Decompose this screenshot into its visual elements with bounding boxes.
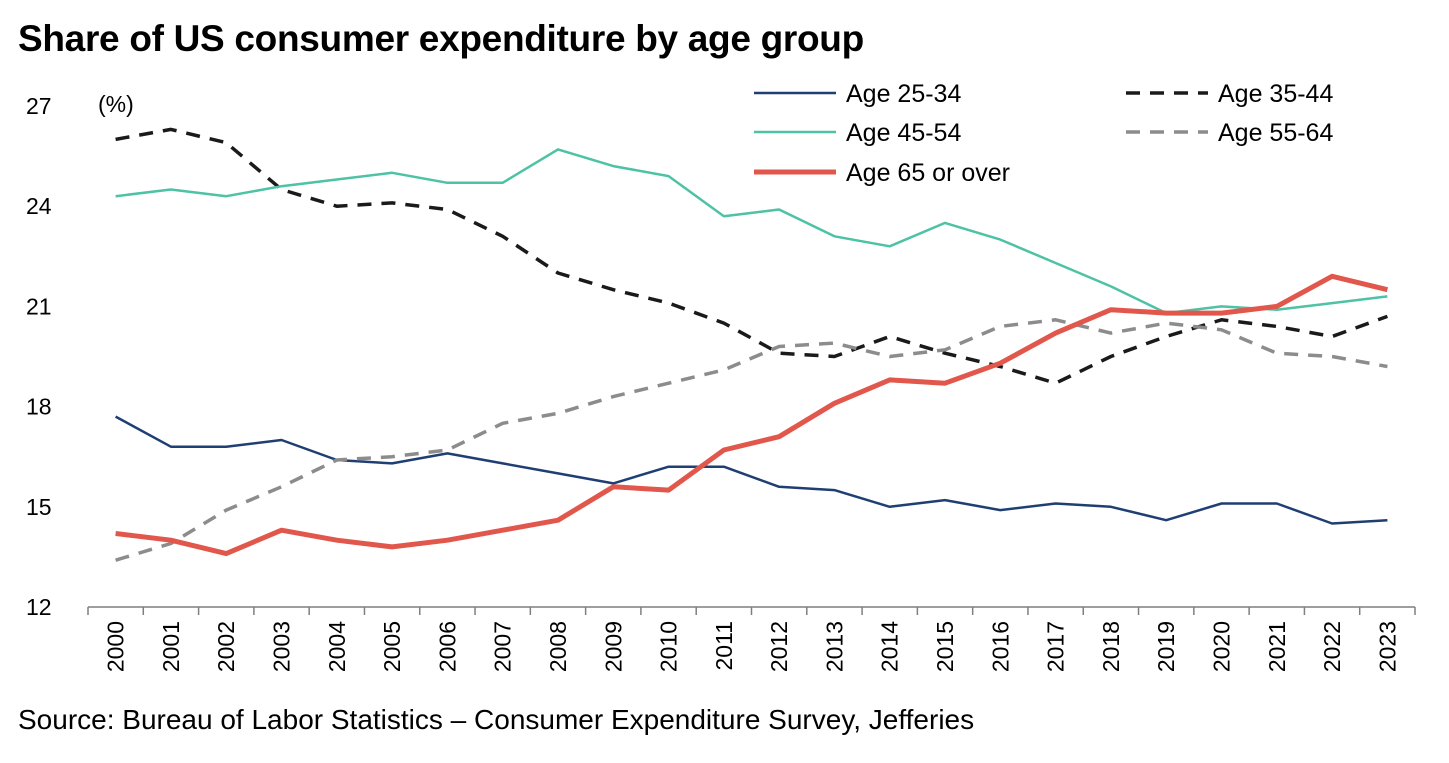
y-axis: 12 15 18 21 24 27 [26, 93, 52, 620]
series-layer [115, 127, 1388, 562]
x-tick-label: 2003 [269, 621, 295, 672]
x-tick-label: 2019 [1153, 621, 1179, 672]
chart-title: Share of US consumer expenditure by age … [18, 18, 864, 59]
series-line [115, 318, 1388, 562]
x-tick-label: 2007 [490, 621, 516, 672]
x-tick-label: 2022 [1319, 621, 1345, 672]
series-line [115, 127, 1388, 385]
unit-label: (%) [98, 91, 134, 117]
series-line [115, 148, 1388, 315]
x-tick-label: 2011 [711, 621, 737, 670]
x-tick-label: 2004 [324, 621, 350, 672]
x-tick-label: 2009 [600, 621, 626, 672]
x-tick-label: 2005 [379, 621, 405, 672]
legend-label: Age 45-54 [846, 119, 961, 147]
x-tick-label: 2000 [103, 621, 129, 672]
x-axis: 2000 2001 2002 2003 2004 2005 2006 2007 2008 2009… [87, 606, 1416, 672]
x-tick-label: 2015 [932, 621, 958, 672]
x-tick-label: 2021 [1264, 621, 1290, 672]
x-tick-label: 2020 [1208, 621, 1234, 672]
x-tick-label: 2002 [213, 621, 239, 672]
y-tick-label: 21 [26, 293, 52, 319]
x-tick-label: 2008 [545, 621, 571, 672]
y-tick-label: 12 [26, 594, 52, 620]
series-line [115, 273, 1388, 557]
series-line [115, 415, 1388, 525]
y-tick-label: 15 [26, 494, 52, 520]
x-tick-label: 2013 [821, 621, 847, 672]
x-tick-label: 2001 [158, 621, 184, 672]
chart-source: Source: Bureau of Labor Statistics – Con… [18, 704, 975, 735]
x-tick-label: 2023 [1374, 621, 1400, 672]
y-tick-label: 18 [26, 394, 52, 420]
x-tick-label: 2018 [1098, 621, 1124, 672]
y-tick-label: 27 [26, 93, 52, 119]
legend-label: Age 65 or over [846, 159, 1010, 187]
legend-label: Age 25-34 [846, 80, 961, 108]
x-tick-label: 2017 [1043, 621, 1069, 672]
legend: Age 25-34 Age 35-44 Age 45-54 Age 55-64 Age … [754, 80, 1333, 187]
x-tick-label: 2006 [434, 621, 460, 672]
x-tick-label: 2012 [766, 621, 792, 672]
x-tick-label: 2010 [656, 621, 682, 672]
legend-label: Age 55-64 [1218, 119, 1333, 147]
legend-label: Age 35-44 [1218, 80, 1333, 108]
y-tick-label: 24 [26, 193, 52, 219]
x-tick-label: 2014 [877, 621, 903, 672]
x-tick-label: 2016 [987, 621, 1013, 672]
